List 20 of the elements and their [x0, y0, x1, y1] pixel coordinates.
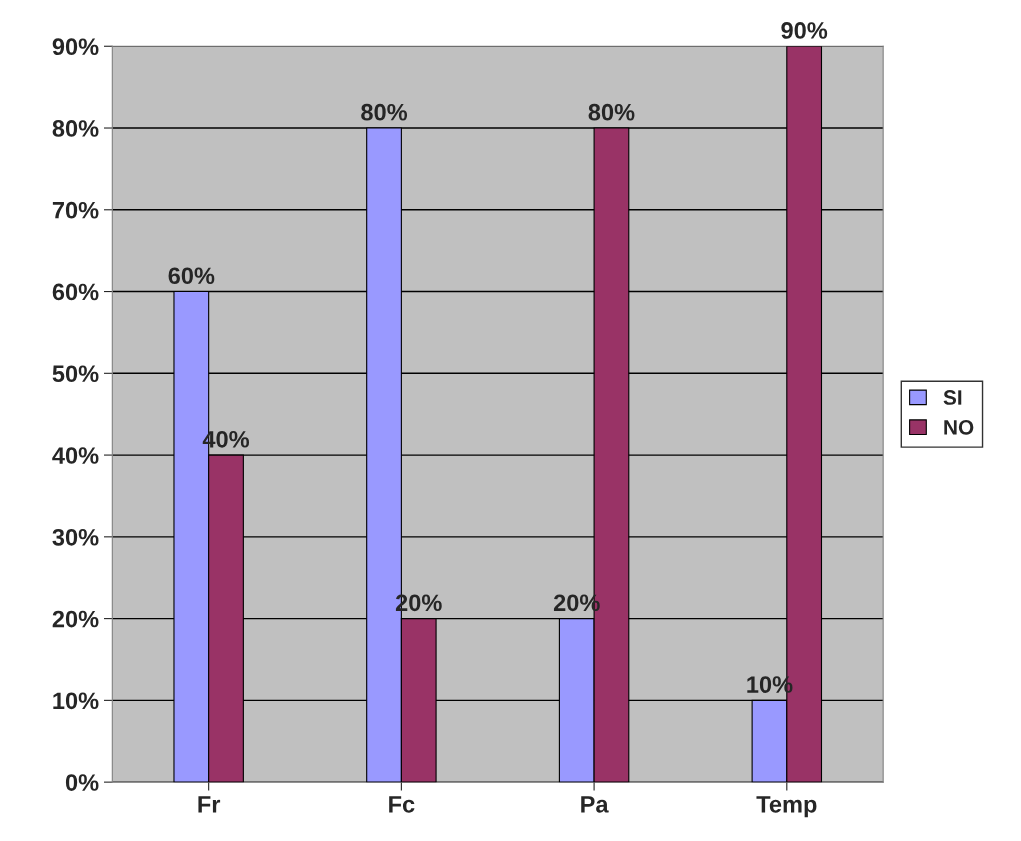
x-tick-label: Pa [581, 796, 609, 813]
data-label: 80% [588, 103, 635, 121]
y-tick-label: 50% [52, 365, 99, 383]
x-tick-label: Temp [756, 796, 817, 818]
y-tick-label: 40% [52, 447, 99, 464]
x-tick-label: Fr [198, 796, 221, 813]
y-tick-label: 0% [65, 774, 99, 791]
legend-label: NO [944, 419, 974, 435]
y-tick-label: 70% [52, 201, 99, 219]
y-tick-label: 10% [53, 692, 99, 710]
data-label: 60% [168, 267, 215, 285]
x-tick-label: Fc [389, 796, 415, 813]
data-label: 90% [781, 22, 828, 39]
y-tick-label: 80% [52, 120, 99, 137]
data-label: 80% [361, 103, 408, 121]
y-tick-label: 90% [52, 38, 99, 56]
y-tick-label: 30% [52, 528, 99, 546]
y-tick-label: 20% [52, 610, 99, 628]
legend-label: SI [943, 390, 962, 405]
y-tick-label: 60% [52, 283, 99, 301]
